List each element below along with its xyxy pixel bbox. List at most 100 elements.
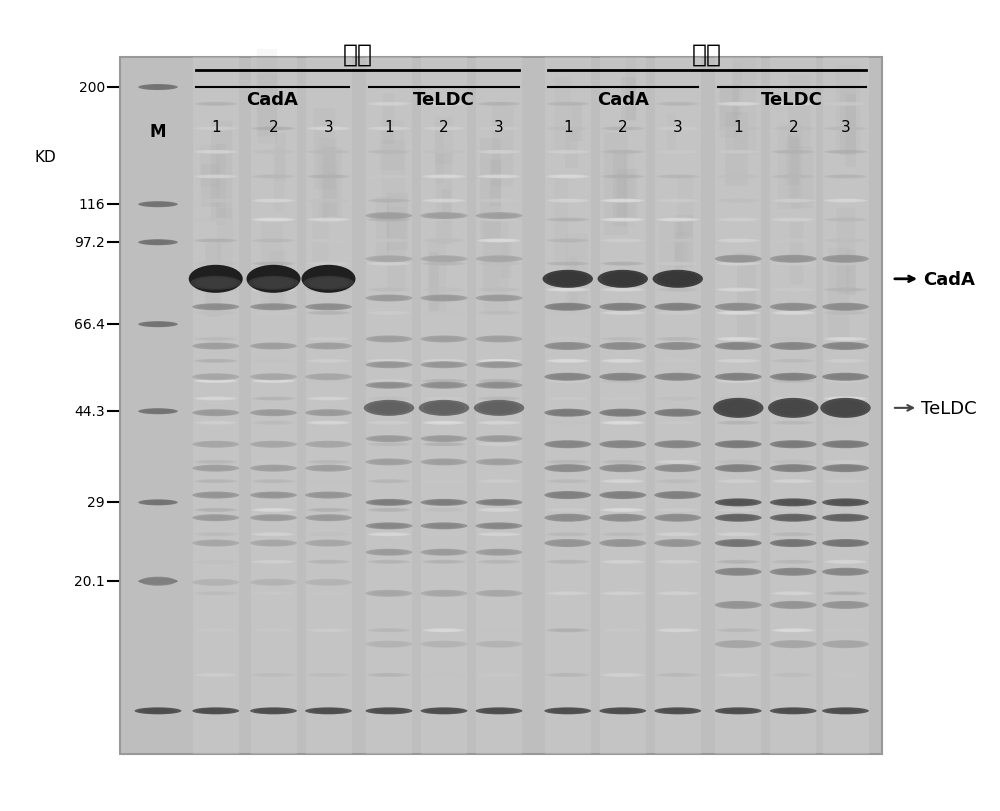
Ellipse shape	[783, 461, 803, 463]
Ellipse shape	[668, 200, 688, 202]
Ellipse shape	[605, 263, 640, 266]
Ellipse shape	[425, 500, 463, 505]
Ellipse shape	[659, 304, 697, 311]
Ellipse shape	[832, 674, 859, 676]
Ellipse shape	[668, 629, 688, 632]
Ellipse shape	[774, 641, 812, 648]
Ellipse shape	[554, 674, 582, 676]
Ellipse shape	[664, 397, 692, 401]
Ellipse shape	[832, 380, 859, 383]
Ellipse shape	[724, 629, 752, 632]
Ellipse shape	[605, 151, 640, 154]
Ellipse shape	[554, 380, 582, 383]
Ellipse shape	[367, 397, 411, 401]
Ellipse shape	[194, 479, 237, 483]
Ellipse shape	[307, 591, 350, 595]
Ellipse shape	[426, 508, 462, 512]
Ellipse shape	[605, 560, 640, 564]
Ellipse shape	[656, 629, 699, 633]
Ellipse shape	[145, 323, 171, 327]
Ellipse shape	[663, 375, 693, 380]
Ellipse shape	[558, 152, 578, 153]
Ellipse shape	[831, 466, 860, 471]
Ellipse shape	[609, 509, 637, 512]
Ellipse shape	[138, 240, 178, 246]
Ellipse shape	[605, 175, 640, 179]
Ellipse shape	[484, 214, 514, 219]
Ellipse shape	[822, 499, 869, 507]
Ellipse shape	[613, 152, 633, 153]
Ellipse shape	[366, 212, 412, 220]
Ellipse shape	[824, 629, 867, 633]
Ellipse shape	[774, 500, 812, 506]
Ellipse shape	[421, 707, 467, 714]
Ellipse shape	[554, 397, 582, 401]
Ellipse shape	[481, 175, 517, 179]
Ellipse shape	[252, 380, 295, 384]
Ellipse shape	[256, 480, 291, 483]
Ellipse shape	[315, 461, 342, 464]
Ellipse shape	[309, 708, 348, 714]
Ellipse shape	[260, 104, 287, 106]
Ellipse shape	[481, 629, 517, 632]
Ellipse shape	[656, 288, 699, 292]
Ellipse shape	[149, 87, 167, 89]
Ellipse shape	[367, 337, 411, 341]
Ellipse shape	[608, 541, 638, 546]
Ellipse shape	[544, 440, 591, 448]
Ellipse shape	[715, 641, 762, 648]
Ellipse shape	[477, 421, 521, 425]
Ellipse shape	[835, 642, 856, 646]
Ellipse shape	[378, 384, 400, 388]
Ellipse shape	[197, 540, 235, 547]
Ellipse shape	[727, 467, 749, 470]
Ellipse shape	[421, 523, 467, 530]
Text: 上清: 上清	[342, 43, 372, 67]
Ellipse shape	[782, 443, 804, 447]
Ellipse shape	[422, 533, 466, 537]
Ellipse shape	[375, 461, 403, 464]
Ellipse shape	[375, 240, 403, 242]
Ellipse shape	[778, 442, 808, 447]
Ellipse shape	[259, 305, 288, 310]
Ellipse shape	[825, 400, 866, 417]
Ellipse shape	[488, 297, 510, 300]
Ellipse shape	[723, 516, 753, 521]
Ellipse shape	[668, 176, 688, 178]
Ellipse shape	[260, 710, 287, 712]
Ellipse shape	[422, 629, 466, 633]
Ellipse shape	[378, 363, 400, 367]
Ellipse shape	[311, 560, 346, 564]
Ellipse shape	[723, 541, 753, 546]
Ellipse shape	[477, 200, 521, 204]
Ellipse shape	[425, 256, 463, 262]
Ellipse shape	[599, 410, 646, 417]
Ellipse shape	[422, 151, 466, 155]
Ellipse shape	[367, 709, 411, 713]
Ellipse shape	[422, 359, 466, 363]
Ellipse shape	[824, 175, 867, 179]
Ellipse shape	[782, 710, 804, 713]
Ellipse shape	[256, 710, 291, 713]
Ellipse shape	[659, 374, 697, 380]
Ellipse shape	[250, 515, 297, 521]
Ellipse shape	[476, 362, 522, 369]
Ellipse shape	[314, 493, 343, 498]
Ellipse shape	[558, 240, 578, 242]
Ellipse shape	[192, 343, 239, 350]
Ellipse shape	[489, 444, 509, 445]
Ellipse shape	[311, 629, 346, 632]
Ellipse shape	[832, 128, 859, 131]
Ellipse shape	[824, 443, 867, 447]
Ellipse shape	[831, 642, 860, 647]
Ellipse shape	[613, 593, 633, 594]
Ellipse shape	[315, 560, 342, 564]
Ellipse shape	[544, 410, 591, 417]
Ellipse shape	[378, 461, 400, 464]
Ellipse shape	[554, 509, 582, 512]
Ellipse shape	[721, 480, 756, 483]
Ellipse shape	[315, 629, 342, 632]
Ellipse shape	[601, 461, 644, 465]
Ellipse shape	[430, 380, 458, 383]
Ellipse shape	[832, 360, 859, 363]
